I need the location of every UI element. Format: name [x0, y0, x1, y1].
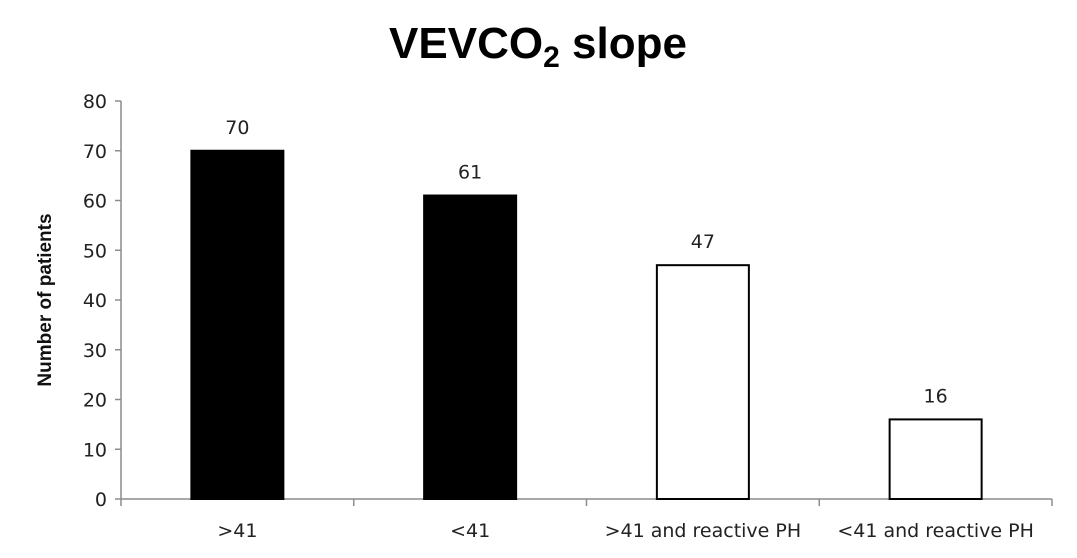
- bar: [190, 149, 285, 500]
- chart-title: VEVCO2 slope: [389, 19, 687, 74]
- y-tick-label: 20: [83, 390, 107, 412]
- y-ticks: 0 10 20 30 40 50 60 70 80: [83, 91, 121, 511]
- y-tick-label: 70: [83, 141, 107, 163]
- y-tick-label: 10: [83, 439, 107, 461]
- chart-title-subscript: 2: [543, 41, 560, 74]
- y-tick-label: 30: [83, 340, 107, 362]
- bar: [888, 418, 983, 500]
- bar: [423, 194, 518, 500]
- bars: [190, 149, 983, 500]
- chart-title-suffix: slope: [560, 19, 687, 68]
- category-label: >41: [217, 520, 257, 542]
- y-tick-label: 50: [83, 240, 107, 262]
- bar: [655, 264, 750, 500]
- chart-title-main: VEVCO: [389, 19, 543, 68]
- data-label: 16: [924, 385, 948, 407]
- data-labels: 70 61 47 16: [225, 117, 947, 408]
- y-tick-label: 80: [83, 91, 107, 113]
- data-label: 47: [691, 231, 715, 253]
- y-tick-label: 60: [83, 191, 107, 213]
- data-label: 70: [225, 117, 249, 139]
- y-tick-label: 0: [95, 489, 107, 511]
- category-label: <41: [450, 520, 490, 542]
- category-labels: >41 <41 >41 and reactive PH <41 and reactiv…: [217, 520, 1034, 542]
- category-label: <41 and reactive PH: [837, 520, 1034, 542]
- data-label: 61: [458, 162, 482, 184]
- y-axis-label: Number of patients: [35, 213, 56, 386]
- y-tick-label: 40: [83, 290, 107, 312]
- category-label: >41 and reactive PH: [605, 520, 802, 542]
